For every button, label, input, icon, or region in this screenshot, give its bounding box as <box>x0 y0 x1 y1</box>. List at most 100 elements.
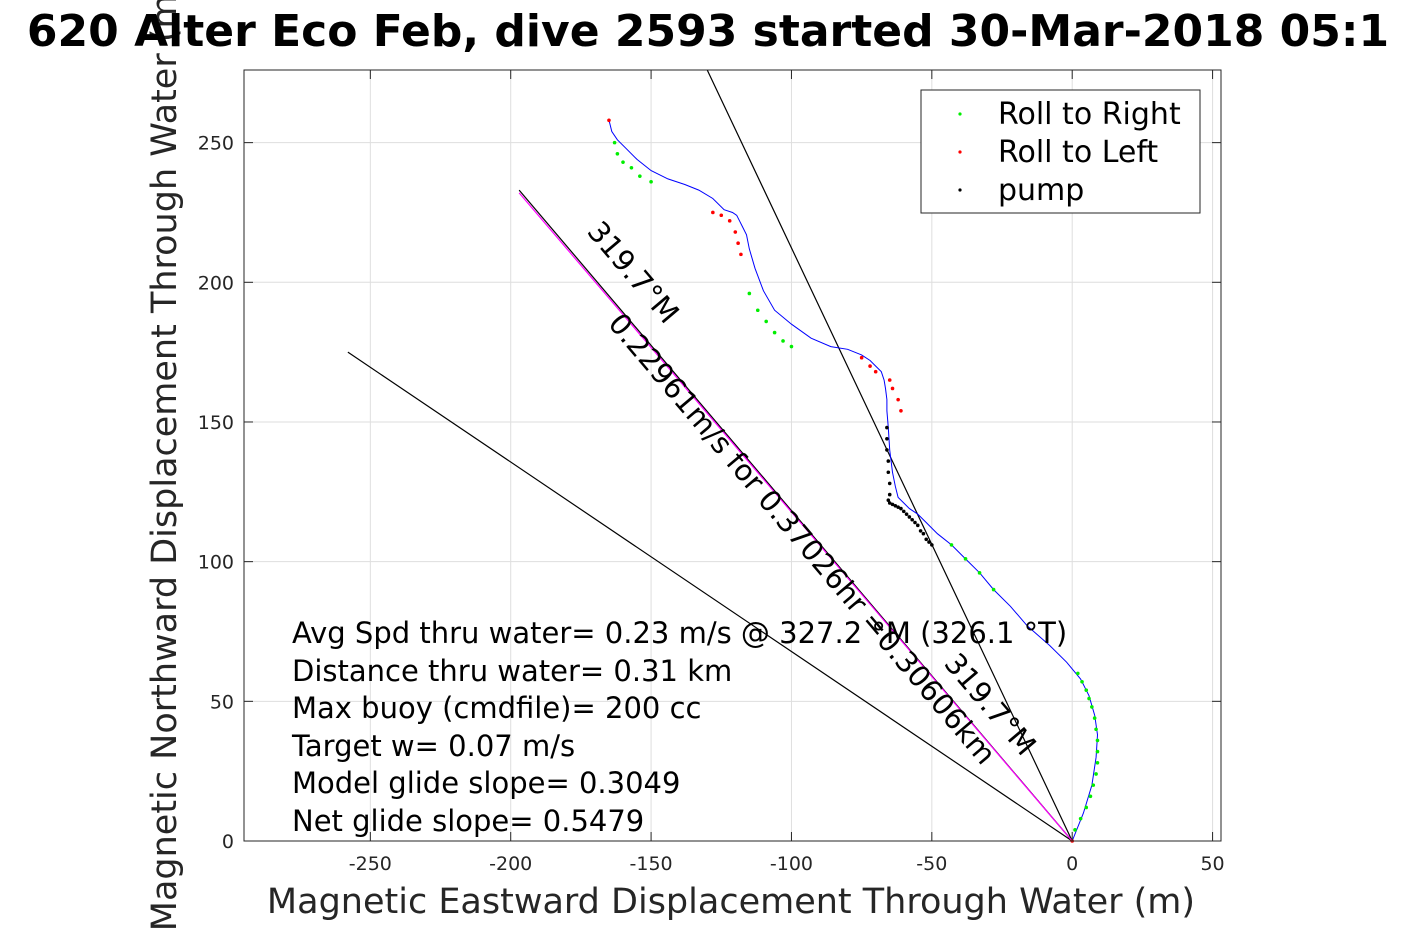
x-tick-label: -100 <box>770 853 813 875</box>
pump-point <box>921 531 926 536</box>
roll-left-point <box>896 397 900 402</box>
x-axis-label: Magnetic Eastward Displacement Through W… <box>267 882 1195 922</box>
legend: Roll to Right Roll to Left pump <box>920 89 1201 214</box>
y-tick-label: 0 <box>222 831 234 853</box>
roll-left-point <box>899 409 903 413</box>
stat-model-glide: Model glide slope= 0.3049 <box>292 766 680 800</box>
legend-marker-pump <box>958 188 962 192</box>
roll-right-point <box>772 330 777 335</box>
roll-left-point <box>890 386 895 391</box>
roll-left-point <box>607 118 611 123</box>
x-tick-label: -200 <box>489 853 532 875</box>
roll-left-point <box>887 378 892 382</box>
roll-right-point <box>649 179 653 184</box>
pump-point <box>887 492 892 497</box>
roll-right-point <box>1073 828 1077 832</box>
stat-target-w: Target w= 0.07 m/s <box>291 729 575 763</box>
pump-point <box>896 505 900 509</box>
pump-point <box>886 470 891 475</box>
y-tick-label: 100 <box>198 552 234 574</box>
roll-right-point <box>1090 705 1094 709</box>
x-tick-label: -150 <box>630 853 673 875</box>
stat-avg-speed: Avg Spd thru water= 0.23 m/s @ 327.2 °M … <box>292 616 1067 650</box>
roll-left-point <box>719 213 724 218</box>
pump-point <box>890 502 895 507</box>
pump-point <box>899 506 903 511</box>
reference-line <box>706 69 1073 842</box>
roll-left-point <box>711 210 715 215</box>
roll-right-point <box>1080 679 1084 684</box>
pump-point <box>886 498 891 502</box>
legend-label-roll-left: Roll to Left <box>998 135 1158 170</box>
roll-right-point <box>612 140 617 145</box>
roll-right-point <box>638 174 642 178</box>
legend-box <box>920 89 1201 214</box>
x-tick-label: -50 <box>916 853 947 875</box>
roll-right-point <box>755 308 760 313</box>
roll-right-point <box>621 160 625 164</box>
roll-right-point <box>991 587 996 592</box>
roll-left-point <box>859 355 864 360</box>
roll-left-point <box>727 219 732 223</box>
reference-lines <box>347 69 1073 842</box>
pump-point <box>924 537 929 542</box>
roll-right-point <box>1095 749 1100 754</box>
legend-marker-roll-left <box>958 150 962 154</box>
roll-right-point <box>1084 805 1089 810</box>
y-tick-label: 150 <box>198 412 234 434</box>
stat-max-buoy: Max buoy (cmdfile)= 200 cc <box>292 691 701 725</box>
roll-right-point <box>1084 688 1089 692</box>
stats-block: Avg Spd thru water= 0.23 m/s @ 327.2 °M … <box>291 616 1067 838</box>
reference-line <box>518 192 1073 842</box>
roll-right-point <box>764 319 768 324</box>
roll-right-point <box>1087 696 1091 701</box>
track-line <box>608 120 1099 842</box>
stat-net-glide: Net glide slope= 0.5479 <box>292 804 644 838</box>
pump-point <box>913 520 917 525</box>
pump-point <box>886 459 891 463</box>
roll-right-point <box>789 344 794 349</box>
roll-left-point <box>733 230 738 234</box>
roll-right-point <box>629 165 634 170</box>
pump-point <box>930 543 934 547</box>
pump-point <box>910 517 914 522</box>
roll-right-point <box>1094 727 1098 732</box>
roll-right-point <box>1095 760 1100 765</box>
legend-marker-roll-right <box>958 112 962 116</box>
pump-point <box>907 515 912 519</box>
y-tick-label: 50 <box>210 691 234 713</box>
x-tick-label: 50 <box>1200 853 1224 875</box>
legend-label-roll-right: Roll to Right <box>998 97 1181 132</box>
y-tick-label: 200 <box>198 272 234 294</box>
pump-point <box>901 509 906 514</box>
roll-left-point <box>868 364 872 368</box>
pump-point <box>915 523 920 528</box>
pump-point <box>927 540 931 544</box>
roll-right-point <box>949 543 954 547</box>
chart-title: 620 Alter Eco Feb, dive 2593 started 30-… <box>27 6 1389 57</box>
axes-box <box>243 69 1222 842</box>
x-tick-label: -250 <box>349 853 392 875</box>
y-axis-label: Magnetic Northward Displacement Through … <box>145 0 185 931</box>
x-tick-label: 0 <box>1066 853 1078 875</box>
stat-distance: Distance thru water= 0.31 km <box>292 654 732 688</box>
roll-right-point <box>1094 772 1098 776</box>
roll-right-point <box>963 557 968 561</box>
roll-left-point <box>739 252 743 257</box>
pump-point <box>904 512 909 516</box>
pump-point <box>885 448 889 452</box>
reference-line <box>347 351 1073 842</box>
y-tick-label: 250 <box>198 133 234 155</box>
pump-point <box>885 436 889 441</box>
dive-track <box>608 120 1099 842</box>
pump-point <box>887 481 892 486</box>
pump-point <box>893 503 898 508</box>
roll-right-point <box>977 571 982 575</box>
roll-right-point <box>1078 816 1083 821</box>
data-points <box>607 118 1100 843</box>
roll-right-point <box>1095 738 1100 743</box>
roll-right-point <box>615 152 620 156</box>
pump-point <box>918 529 923 533</box>
roll-right-point <box>1076 671 1080 676</box>
